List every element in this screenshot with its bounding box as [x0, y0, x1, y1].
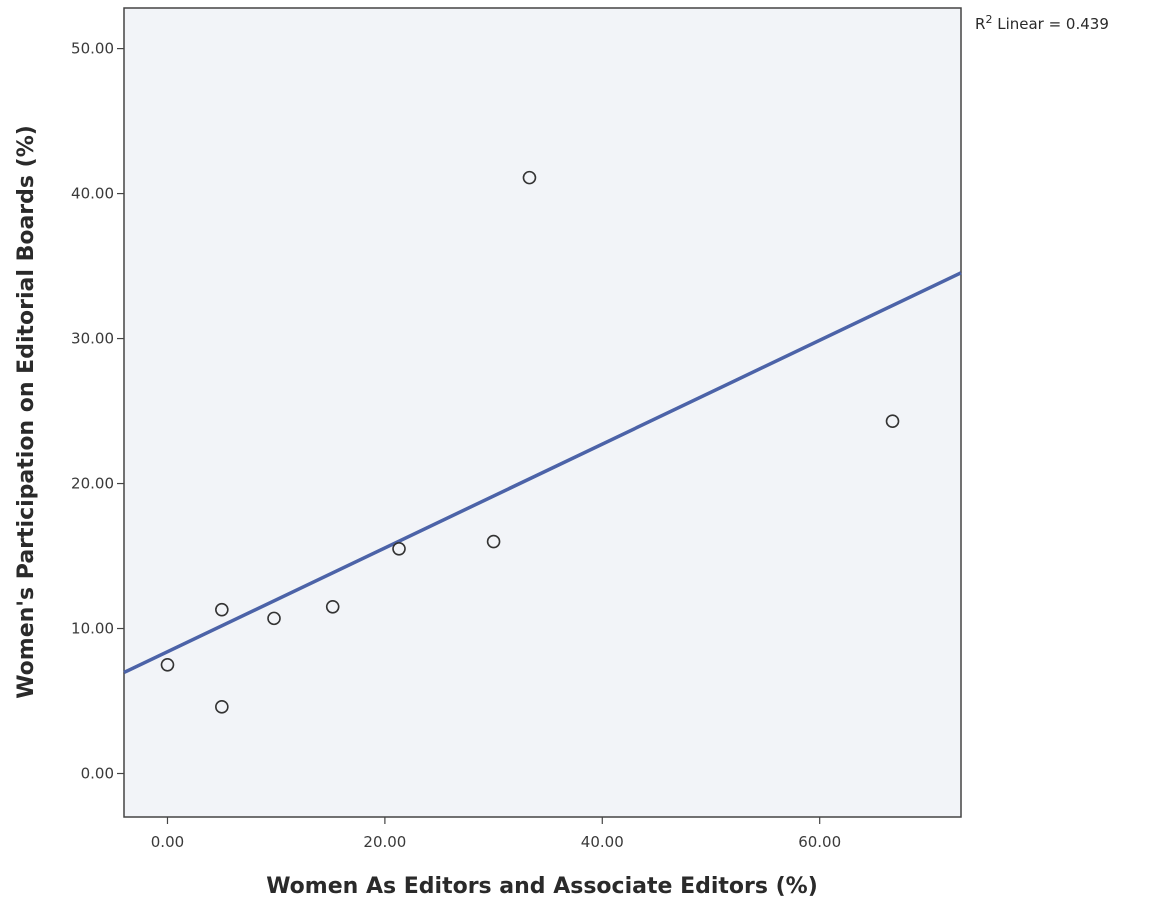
y-tick-label: 40.00: [71, 185, 114, 203]
fit-r2-text: Linear = 0.439: [992, 15, 1108, 33]
x-tick-label: 40.00: [581, 833, 624, 851]
data-point: [267, 611, 281, 626]
x-tick-label: 60.00: [798, 833, 841, 851]
fit-r2-label: R2 Linear = 0.439: [975, 13, 1109, 33]
data-point: [486, 534, 501, 549]
x-tick-label: 20.00: [363, 833, 406, 851]
y-axis-ticks: 0.00 10.00 20.00 30.00 40.00 50.00: [71, 40, 124, 783]
x-axis-title: Women As Editors and Associate Editors (…: [266, 874, 818, 899]
data-point: [325, 599, 340, 614]
data-point: [215, 700, 229, 714]
fit-r2-superscript: 2: [985, 13, 992, 26]
data-point: [215, 602, 229, 617]
x-tick-label: 0.00: [151, 833, 184, 851]
fit-line: [123, 271, 962, 675]
plot-area: [123, 7, 962, 818]
y-tick-label: 20.00: [71, 475, 114, 493]
x-axis-ticks: 0.00 20.00 40.00 60.00: [151, 817, 841, 851]
y-axis-title: Women's Participation on Editorial Board…: [14, 125, 39, 699]
data-point: [160, 657, 175, 672]
fit-r2-prefix: R: [975, 15, 985, 33]
data-points: [160, 170, 900, 714]
y-tick-label: 0.00: [81, 765, 114, 783]
data-point: [885, 414, 900, 428]
y-tick-label: 10.00: [71, 620, 114, 638]
y-tick-label: 50.00: [71, 40, 114, 58]
data-point: [392, 541, 406, 556]
data-point: [522, 170, 537, 185]
y-tick-label: 30.00: [71, 330, 114, 348]
